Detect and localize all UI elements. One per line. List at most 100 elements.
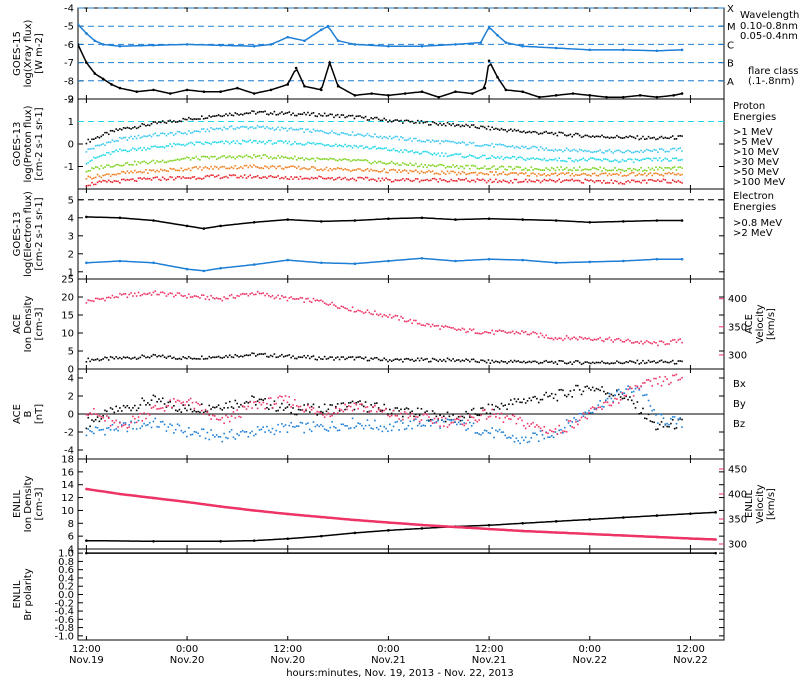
series-proton-1-mev	[493, 128, 495, 131]
series-proton-30-mev	[335, 159, 337, 161]
series-electron-0-8-mev-point	[85, 215, 88, 219]
series-proton-10-mev	[294, 141, 296, 143]
series-ace_plasma-velocity	[344, 307, 346, 309]
right-y-axis-label: ENLIL	[744, 490, 755, 518]
series-proton-1-mev	[571, 135, 574, 138]
series-ace_b-bx	[308, 411, 311, 413]
series-ace_b-by	[329, 426, 332, 429]
series-proton-10-mev	[163, 146, 166, 149]
series-ace_b-bz	[530, 423, 533, 425]
series-proton-100-mev	[372, 178, 374, 180]
series-proton-1-mev	[286, 112, 289, 114]
series-proton-50-mev	[193, 166, 196, 169]
series-ace_b-bx	[606, 392, 609, 394]
series-proton-100-mev	[420, 179, 423, 182]
series-ace_b-by	[215, 434, 218, 436]
series-proton-50-mev	[619, 171, 622, 174]
series-ace_plasma-velocity	[119, 292, 121, 295]
series-ace_b-by	[323, 428, 326, 430]
series-proton-50-mev	[480, 171, 482, 174]
series-ace_b-by	[431, 419, 434, 421]
series-ace_b-bz	[431, 422, 434, 424]
series-ace_plasma-ion-density	[359, 356, 361, 358]
y-axis-label: Ion Density	[23, 296, 34, 353]
series-proton-50-mev	[433, 173, 436, 175]
series-ace_b-bx	[448, 415, 451, 418]
series-proton-5-mev	[420, 140, 423, 143]
series-proton-10-mev	[106, 151, 108, 154]
series-proton-50-mev	[681, 173, 683, 176]
series-ace_b-bz	[400, 412, 402, 415]
series-proton-30-mev	[214, 155, 216, 158]
series-ace_plasma-ion-density	[308, 357, 311, 360]
series-proton-100-mev	[107, 179, 110, 182]
series-proton-1-mev	[189, 118, 192, 120]
series-ace_b-bz	[148, 414, 151, 416]
series-ace_plasma-velocity	[500, 330, 503, 332]
series-ace_plasma-velocity	[552, 338, 555, 341]
series-proton-30-mev	[301, 157, 304, 159]
series-ace_b-bz	[275, 402, 278, 405]
series-proton-100-mev	[219, 177, 222, 180]
series-ace_b-by	[124, 422, 127, 424]
series-enlil_polarity-br-polarity-point	[714, 551, 717, 555]
series-ace_plasma-velocity	[630, 342, 633, 344]
series-proton-5-mev	[251, 126, 253, 128]
series-ace_plasma-ion-density	[483, 360, 486, 363]
series-ace_b-bx	[416, 407, 419, 410]
series-proton-1-mev	[409, 121, 412, 123]
series-ace_plasma-ion-density	[186, 357, 188, 360]
series-ace_b-bz	[642, 382, 644, 384]
series-proton-50-mev	[273, 165, 276, 168]
series-proton-100-mev	[245, 177, 248, 179]
series-ace_plasma-ion-density	[528, 360, 531, 363]
series-proton-10-mev	[143, 147, 145, 149]
series-proton-50-mev	[353, 169, 356, 171]
series-proton-30-mev	[130, 163, 132, 166]
series-proton-5-mev	[630, 151, 633, 154]
series-proton-5-mev	[450, 140, 453, 143]
series-ace_b-by	[200, 428, 203, 431]
y-tick-label: 4	[68, 545, 74, 556]
series-proton-30-mev	[640, 166, 642, 169]
series-ace_plasma-velocity	[368, 311, 371, 314]
series-ace_b-bz	[627, 388, 629, 391]
series-ace_b-bz	[176, 399, 179, 402]
series-electron-0-8-mev-point	[185, 224, 189, 228]
series-ace_b-by	[603, 406, 605, 408]
series-ace_b-bz	[418, 420, 421, 423]
series-ace_plasma-ion-density	[370, 357, 372, 360]
series-proton-5-mev	[573, 148, 575, 151]
series-ace_b-bx	[426, 410, 428, 412]
series-ace_b-bx	[467, 412, 469, 415]
series-proton-1-mev	[619, 136, 622, 139]
series-ace_plasma-velocity	[482, 332, 484, 334]
series-proton-50-mev	[206, 167, 209, 169]
series-proton-100-mev	[320, 176, 322, 178]
series-proton-10-mev	[286, 142, 289, 145]
series-proton-50-mev	[537, 173, 540, 175]
series-proton-1-mev	[657, 138, 659, 140]
series-ace_b-by	[523, 439, 525, 442]
series-proton-1-mev	[465, 123, 467, 126]
legend-item: >10 MeV	[733, 147, 779, 158]
series-proton-30-mev	[344, 158, 346, 160]
series-proton-10-mev	[241, 139, 244, 142]
series-proton-5-mev	[539, 146, 542, 148]
series-proton-1-mev	[550, 131, 553, 134]
series-proton-100-mev	[584, 178, 587, 181]
series-ace_b-by	[532, 432, 534, 435]
series-proton-100-mev	[210, 174, 212, 176]
series-ace_plasma-ion-density	[126, 356, 129, 359]
series-proton-1-mev	[336, 113, 339, 116]
series-proton-1-mev	[588, 135, 590, 138]
series-proton-10-mev	[645, 157, 648, 160]
series-proton-1-mev	[671, 135, 674, 137]
series-proton-10-mev	[344, 143, 346, 146]
series-ace_b-bz	[277, 396, 279, 399]
series-enlil_density-velocity-point	[219, 505, 222, 508]
series-proton-50-mev	[282, 168, 285, 170]
series-proton-100-mev	[442, 179, 445, 181]
series-ace_b-by	[612, 400, 614, 403]
series-proton-50-mev	[171, 168, 173, 170]
